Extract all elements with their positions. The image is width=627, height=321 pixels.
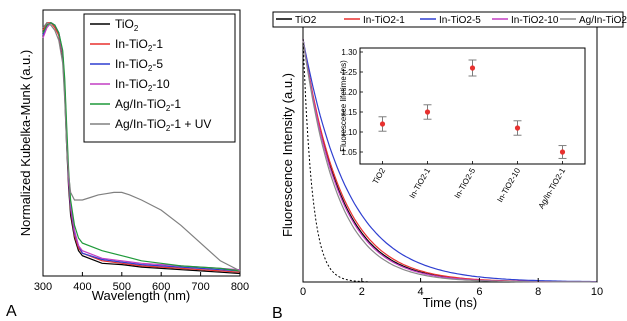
panel-b-x-tick-label: 0 <box>300 286 306 298</box>
inset-data-point <box>559 149 566 155</box>
panel-b-label: B <box>272 305 283 321</box>
panel-a-label: A <box>6 303 17 320</box>
panel-b-legend-entry: In-TiO2-5 <box>439 15 481 26</box>
panel-a-plot-frame <box>42 9 241 277</box>
panel-b-legend-entry: Ag/In-TiO2-1 <box>579 15 627 26</box>
inset-y-tick-label: 1.30 <box>341 48 357 57</box>
panel-b-x-tick-label: 6 <box>476 286 482 298</box>
panel-a-legend-entry: In-TiO2-5 <box>115 57 163 73</box>
panel-a-legend-entry: In-TiO2-1 <box>115 37 163 53</box>
panel-a-series-line-5 <box>42 21 241 272</box>
panel-b-legend-entry: In-TiO2-10 <box>511 15 559 26</box>
panel-a-x-axis-label: Wavelength (nm) <box>92 288 191 303</box>
panel-b-x-tick-label: 10 <box>591 286 603 298</box>
panel-a-x-tick-label: 400 <box>73 281 91 293</box>
panel-a-legend-box <box>83 13 236 143</box>
panel-b-chart: 0 2 4 6 8 10 Time (ns) Fluorescence Intensity… <box>272 11 627 321</box>
panel-b-x-axis-label: Time (ns) <box>423 295 477 310</box>
inset-x-tick-label: In-TiO2-1 <box>408 166 433 200</box>
inset-y-tick-label: 1.15 <box>341 108 357 117</box>
panel-a-series-lines <box>42 21 241 275</box>
inset-y-tick-label: 1.10 <box>341 128 357 137</box>
panel-b-legend-entry: In-TiO2-1 <box>363 15 405 26</box>
panel-b-decay-line-4 <box>302 39 597 283</box>
inset-x-tick-label: In-TiO2-10 <box>495 166 522 204</box>
panel-a-legend-entry: In-TiO2-10 <box>115 77 170 93</box>
inset-x-tick-label: TiO2 <box>371 166 388 186</box>
inset-y-tick-label: 1.25 <box>341 68 357 77</box>
panel-a-x-tick-label: 300 <box>34 281 52 293</box>
inset-y-axis-label: Fluorescence lifetime (ns) <box>339 60 348 152</box>
panel-a-y-axis-label: Normalized Kubelka-Munk (a.u.) <box>18 50 33 236</box>
panel-a-legend: TiO2 In-TiO2-1 In-TiO2-5 In-TiO2-10 Ag/In-Ti… <box>83 13 236 143</box>
panel-b-legend-entry: TiO2 <box>295 15 317 26</box>
inset-x-tick-label: Ag/In-TiO2-1 <box>537 166 568 210</box>
panel-b-decay-lines <box>302 38 597 283</box>
panel-b-inset-lifetime-plot: Fluorescence lifetime (ns) 1.05 1.10 1.15 1… <box>339 47 586 210</box>
panel-b-legend-box <box>272 11 624 28</box>
inset-data-point <box>424 109 431 115</box>
panel-b-x-ticks: 0 2 4 6 8 10 <box>300 278 603 298</box>
inset-data-point <box>469 65 476 71</box>
panel-b-legend: TiO2 In-TiO2-1 In-TiO2-5 In-TiO2-10 Ag/In-Ti… <box>272 11 627 28</box>
panel-b-y-axis-label: Fluorescence Intensity (a.u.) <box>280 73 295 237</box>
panel-a-legend-entry: Ag/In-TiO2-1 <box>115 97 181 113</box>
panel-a-series-line-1 <box>42 22 241 273</box>
panel-b-x-tick-label: 8 <box>535 286 541 298</box>
inset-data-point <box>379 121 386 127</box>
panel-a-legend-entry: Ag/In-TiO2-1 + UV <box>115 117 211 133</box>
panel-a-x-tick-label: 600 <box>152 281 170 293</box>
inset-x-tick-label: In-TiO2-5 <box>453 166 478 200</box>
inset-y-tick-label: 1.05 <box>341 148 357 157</box>
panel-b-x-tick-label: 2 <box>359 286 365 298</box>
panel-a-series-line-4 <box>42 21 241 272</box>
panel-a-x-tick-label: 500 <box>113 281 131 293</box>
panel-a-x-ticks: 300 400 500 600 700 800 <box>34 272 249 293</box>
panel-a-x-tick-label: 800 <box>231 281 249 293</box>
inset-y-tick-label: 1.20 <box>341 88 357 97</box>
panel-b-x-tick-label: 4 <box>418 286 424 298</box>
inset-data-point <box>514 125 521 131</box>
panel-a-x-tick-label: 700 <box>191 281 209 293</box>
panel-b-decay-line-2 <box>302 38 597 283</box>
panel-b-instrument-response-line <box>302 39 368 283</box>
panel-a-legend-entry: TiO2 <box>115 17 139 33</box>
panel-a-chart: 300 400 500 600 700 800 Wavelength (nm) Norma… <box>6 9 249 320</box>
